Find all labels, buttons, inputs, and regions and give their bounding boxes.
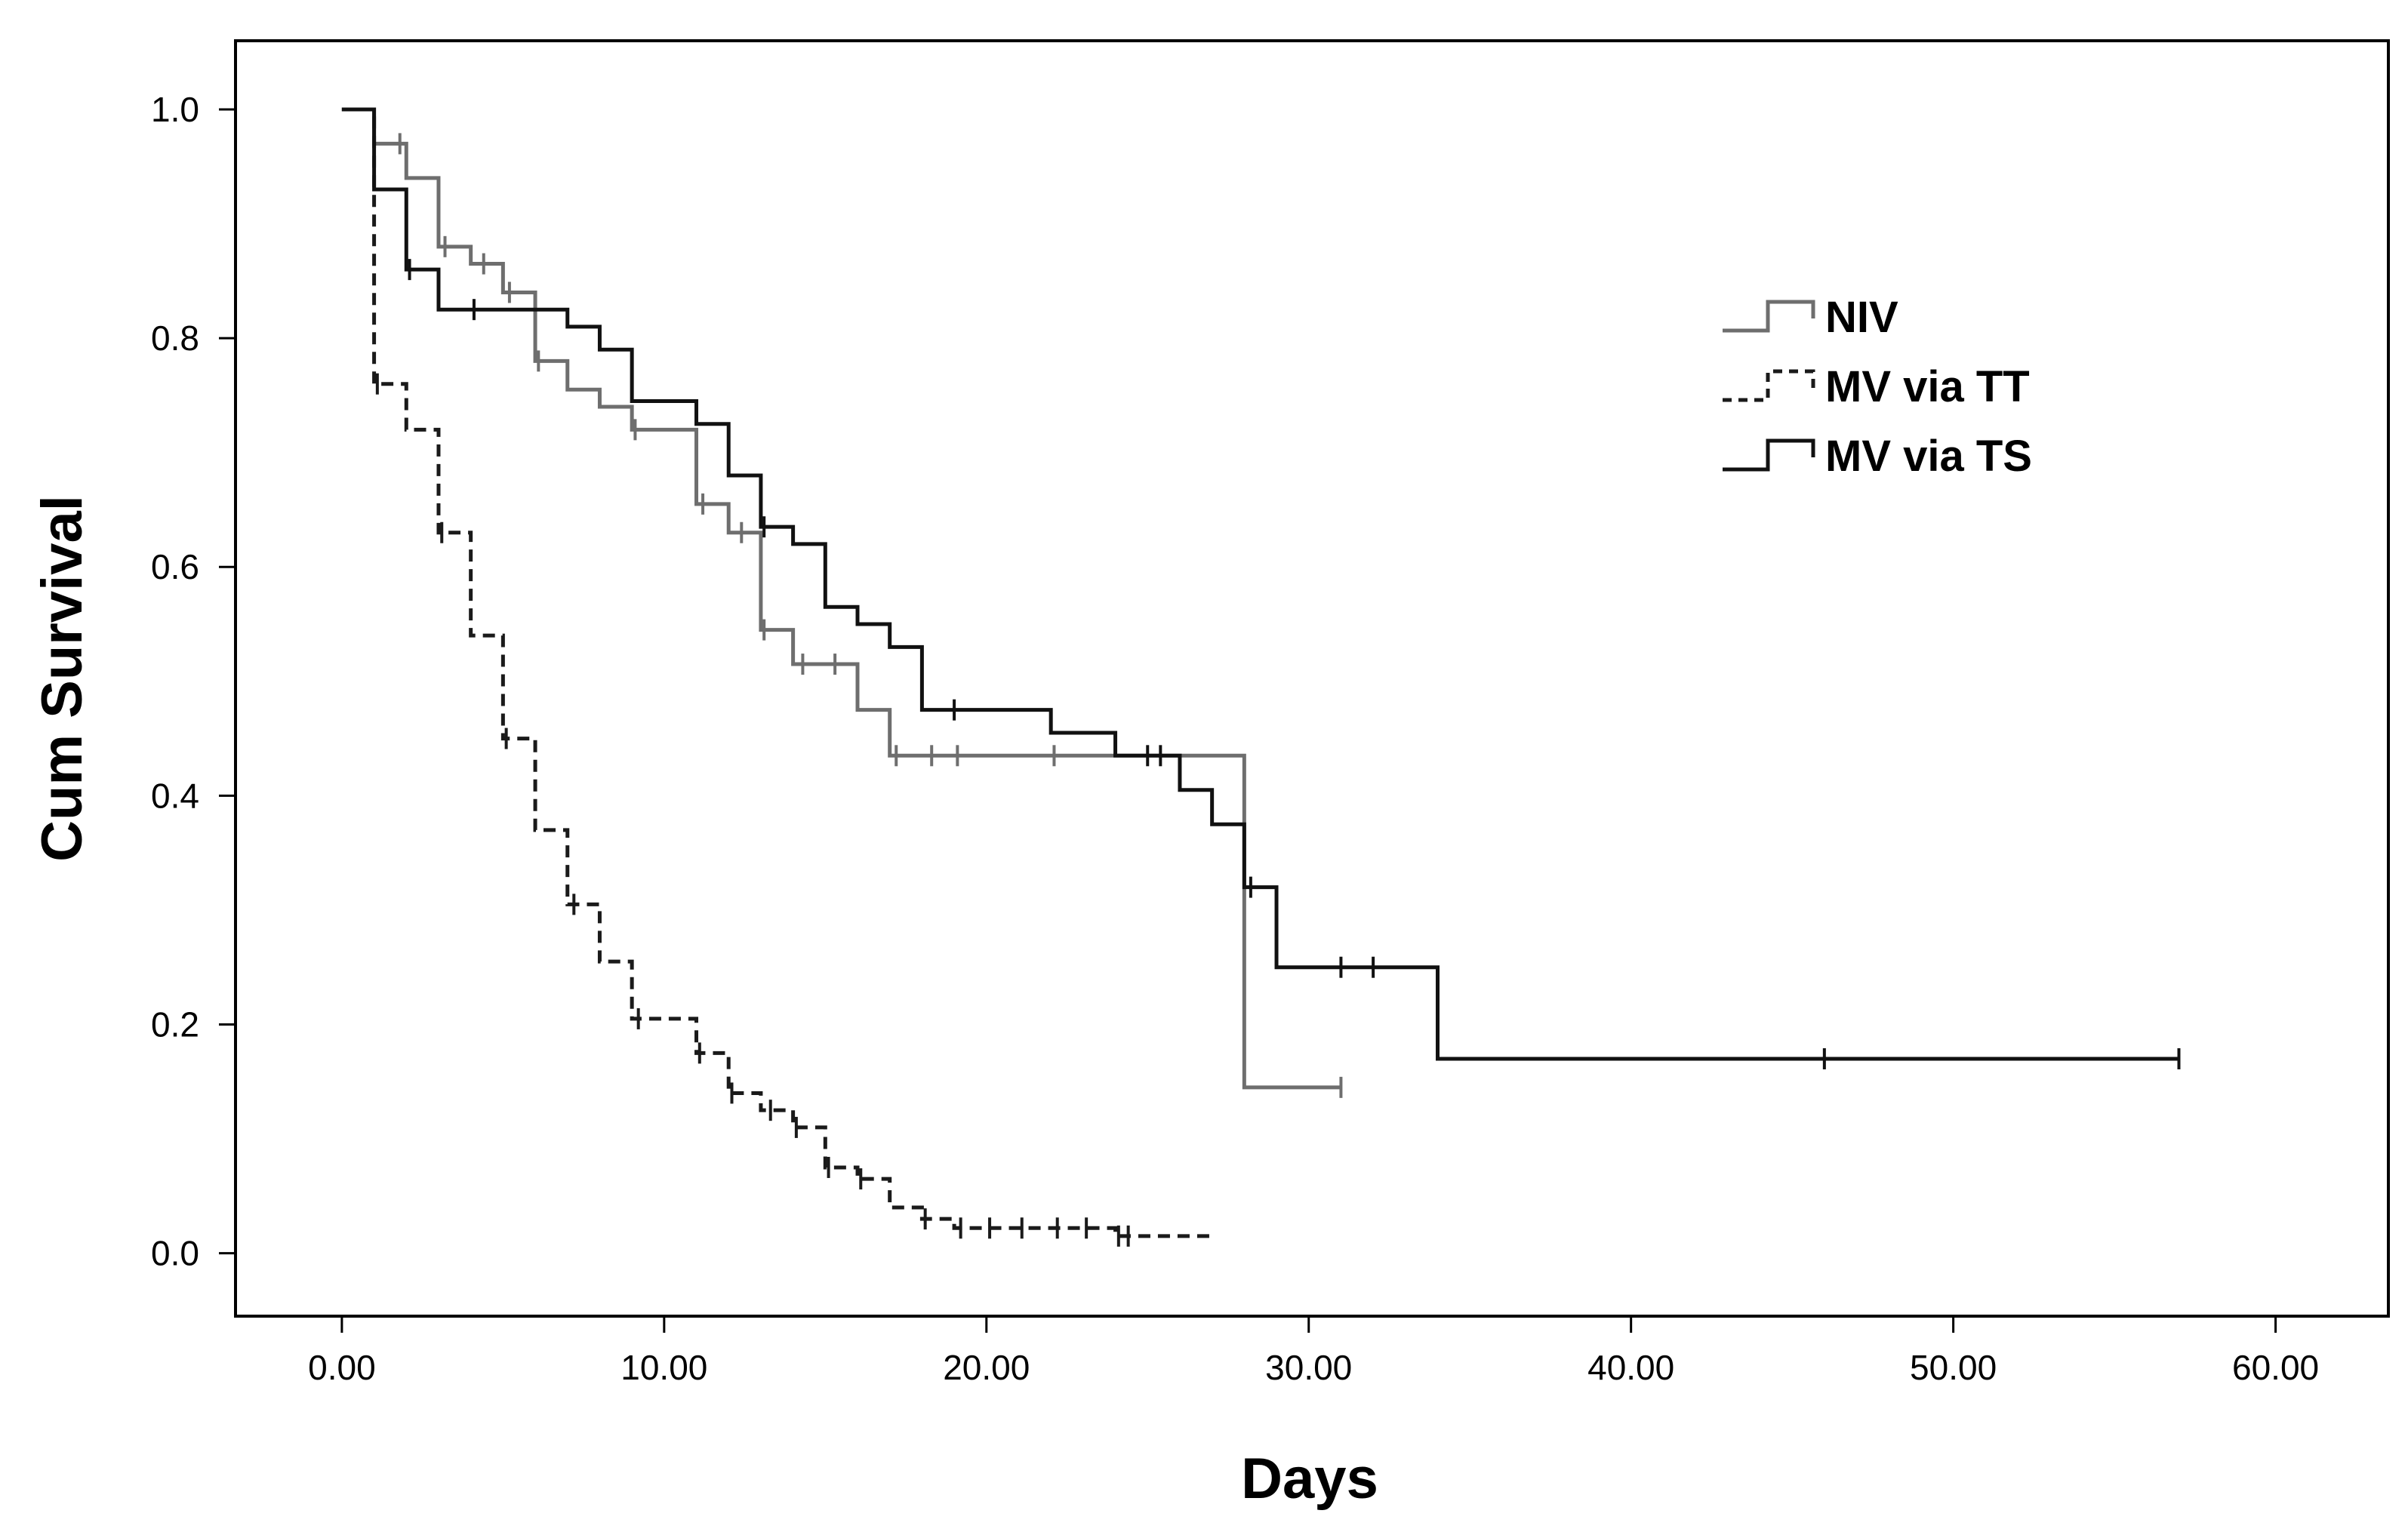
legend: NIV MV via TT MV via TS	[1723, 293, 2032, 481]
plot-frame	[234, 39, 2390, 1318]
x-tick-label: 40.00	[1587, 1348, 1674, 1387]
legend-label: MV via TS	[1825, 432, 2032, 481]
survival-step-line	[341, 107, 2179, 1061]
legend-swatch	[1723, 369, 1815, 402]
legend-item: MV via TT	[1723, 362, 2030, 411]
x-tick-label: 10.00	[620, 1348, 707, 1387]
survival-step-line	[341, 107, 1341, 1090]
series-mv-via-ts	[341, 107, 2181, 1069]
x-tick-label: 30.00	[1265, 1348, 1352, 1387]
y-tick-label: 0.8	[151, 318, 199, 358]
legend-label: NIV	[1825, 293, 1898, 342]
x-axis-title: Days	[1241, 1447, 1378, 1511]
legend-item: NIV	[1723, 293, 1898, 342]
y-tick-label: 1.0	[151, 90, 199, 129]
y-tick-label: 0.0	[151, 1234, 199, 1273]
x-tick-label: 20.00	[943, 1348, 1030, 1387]
series-mv-via-tt	[341, 107, 1215, 1247]
legend-item: MV via TS	[1723, 432, 2032, 481]
y-axis-title: Cum Survival	[30, 495, 94, 862]
y-tick-label: 0.4	[151, 776, 199, 815]
x-tick-label: 60.00	[2232, 1348, 2319, 1387]
y-axis-ticks: 0.0 0.2 0.4 0.6 0.8 1.0	[151, 90, 236, 1273]
x-tick-label: 0.00	[308, 1348, 376, 1387]
legend-swatch	[1723, 438, 1815, 472]
series-layer	[341, 107, 2181, 1247]
x-axis-ticks: 0.00 10.00 20.00 30.00 40.00 50.00 60.00	[308, 1316, 2319, 1387]
legend-swatch	[1723, 300, 1815, 333]
survival-step-line	[341, 107, 1215, 1240]
x-tick-label: 50.00	[1910, 1348, 1997, 1387]
y-tick-label: 0.2	[151, 1004, 199, 1044]
legend-label: MV via TT	[1825, 362, 2030, 411]
series-niv	[341, 107, 1343, 1098]
y-tick-label: 0.6	[151, 547, 199, 586]
